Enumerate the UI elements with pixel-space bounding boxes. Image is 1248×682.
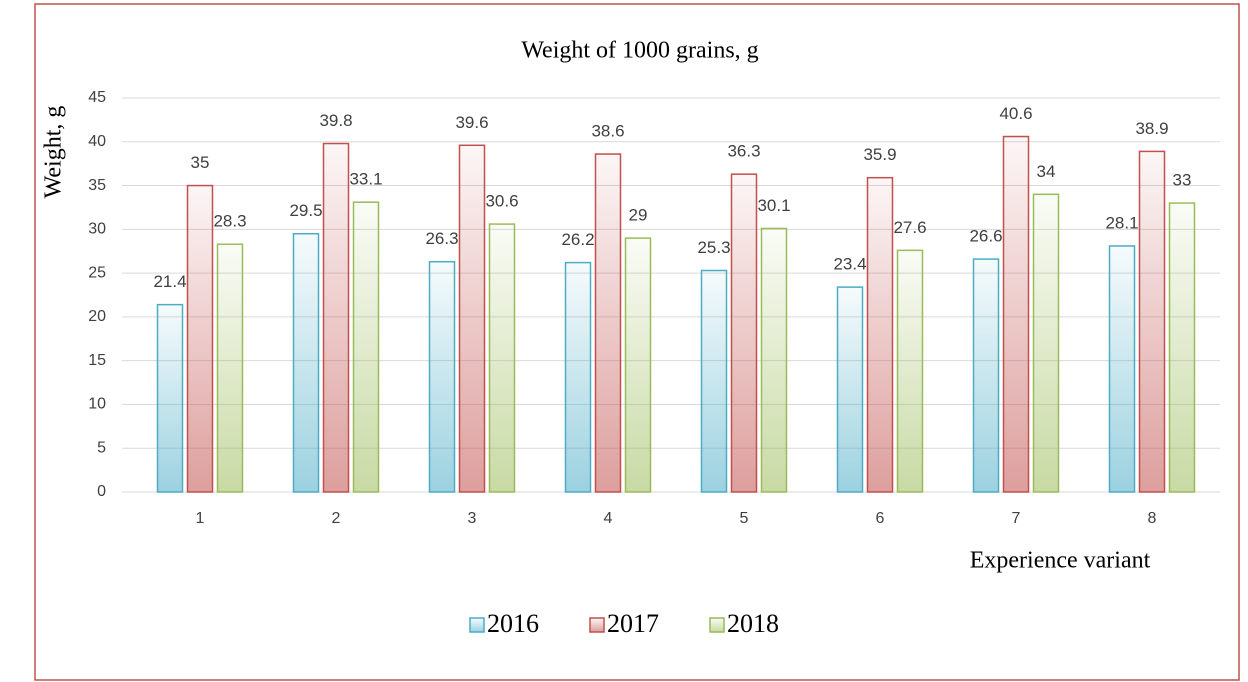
bar xyxy=(896,249,924,493)
bar xyxy=(1002,135,1030,493)
bar xyxy=(700,269,728,493)
data-label: 35.9 xyxy=(863,145,896,164)
data-label: 23.4 xyxy=(833,255,866,274)
x-tick-label: 4 xyxy=(604,510,613,527)
y-tick-label: 25 xyxy=(88,264,106,281)
data-label: 29.5 xyxy=(289,201,322,220)
y-axis-label: Weight, g xyxy=(41,106,67,199)
data-label: 26.3 xyxy=(425,229,458,248)
x-axis-label: Experience variant xyxy=(970,548,1151,574)
legend-label: 2017 xyxy=(607,609,659,638)
bar xyxy=(322,142,350,493)
legend-swatch xyxy=(589,617,605,633)
bar xyxy=(1108,245,1136,493)
data-label: 28.3 xyxy=(213,212,246,231)
bar xyxy=(972,258,1000,493)
x-tick-label: 6 xyxy=(876,510,885,527)
y-tick-label: 20 xyxy=(88,308,106,325)
legend-label: 2016 xyxy=(487,609,539,638)
bar xyxy=(760,227,788,493)
x-tick-label: 2 xyxy=(332,510,341,527)
bar xyxy=(594,153,622,493)
data-label: 30.6 xyxy=(485,192,518,211)
data-label: 25.3 xyxy=(697,238,730,257)
bar xyxy=(836,286,864,493)
data-label: 38.6 xyxy=(591,122,624,141)
y-tick-label: 5 xyxy=(97,439,106,456)
x-tick-label: 7 xyxy=(1012,510,1021,527)
data-label: 40.6 xyxy=(999,104,1032,123)
data-label: 21.4 xyxy=(153,272,186,291)
data-label: 36.3 xyxy=(727,142,760,161)
legend-swatch xyxy=(469,617,485,633)
data-label: 26.6 xyxy=(969,227,1002,246)
bar xyxy=(488,223,516,493)
bar xyxy=(292,232,320,493)
bar xyxy=(216,243,244,493)
y-tick-label: 40 xyxy=(88,133,106,150)
data-label: 33.1 xyxy=(349,170,382,189)
y-tick-label: 0 xyxy=(97,483,106,500)
y-tick-label: 10 xyxy=(88,396,106,413)
x-tick-label: 3 xyxy=(468,510,477,527)
data-label: 33 xyxy=(1173,171,1192,190)
bar xyxy=(1138,150,1166,493)
bar xyxy=(1168,202,1196,493)
bar xyxy=(156,303,184,493)
legend-swatch xyxy=(709,617,725,633)
x-tick-label: 8 xyxy=(1148,510,1157,527)
bar xyxy=(1032,193,1060,493)
data-label: 39.6 xyxy=(455,113,488,132)
bar xyxy=(458,144,486,493)
data-label: 28.1 xyxy=(1105,213,1138,232)
data-label: 29 xyxy=(629,206,648,225)
chart-title: Weight of 1000 grains, g xyxy=(521,38,758,64)
data-label: 34 xyxy=(1037,162,1056,181)
x-tick-label: 1 xyxy=(196,510,205,527)
data-label: 26.2 xyxy=(561,230,594,249)
data-label: 39.8 xyxy=(319,111,352,130)
legend-label: 2018 xyxy=(727,609,779,638)
y-tick-label: 35 xyxy=(88,177,106,194)
bar xyxy=(428,260,456,493)
y-tick-label: 45 xyxy=(88,89,106,106)
y-tick-label: 30 xyxy=(88,221,106,238)
data-label: 30.1 xyxy=(757,196,790,215)
x-tick-label: 5 xyxy=(740,510,749,527)
data-label: 35 xyxy=(191,153,210,172)
bar xyxy=(866,176,894,493)
bar xyxy=(624,237,652,493)
bar xyxy=(564,261,592,493)
bar xyxy=(352,201,380,493)
data-label: 27.6 xyxy=(893,218,926,237)
bar xyxy=(186,184,214,493)
bar xyxy=(730,173,758,493)
y-tick-label: 15 xyxy=(88,352,106,369)
data-label: 38.9 xyxy=(1135,119,1168,138)
